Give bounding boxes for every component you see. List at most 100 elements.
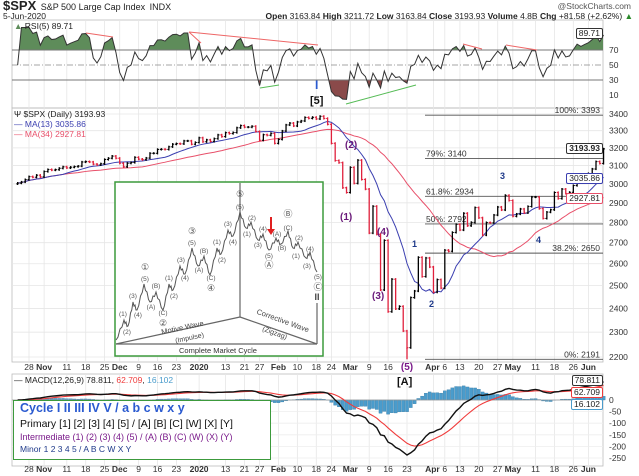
inset-wave-label: (2) <box>170 293 178 300</box>
price-bar <box>35 174 39 179</box>
price-bar <box>193 141 197 146</box>
price-bar <box>186 139 190 143</box>
price-bar <box>443 249 447 290</box>
fib-level-label: 38.2%: 2650 <box>552 243 600 253</box>
date-tick-label: 23 <box>172 464 182 474</box>
close-label: Close <box>429 11 453 21</box>
price-bar <box>159 148 163 151</box>
price-bar <box>114 154 118 160</box>
price-bar <box>431 265 435 294</box>
symbol: $SPX <box>3 0 37 13</box>
fib-level-label: 0%: 2191 <box>564 349 600 359</box>
date-tick-label: 13 <box>221 464 231 474</box>
price-bar <box>435 278 439 294</box>
fib-level-label: 100%: 3393 <box>555 105 601 115</box>
price-tick-label: 3100 <box>609 161 628 171</box>
price-bar <box>329 123 333 145</box>
date-tick-label: 13 <box>455 362 465 372</box>
macd-histogram-bar <box>276 399 281 403</box>
rsi-overbought-fill <box>17 27 603 50</box>
price-bar <box>507 194 511 202</box>
price-bar <box>99 162 103 166</box>
price-bar <box>118 157 122 165</box>
macd-label: — MACD(12,26,9) 78.811, 62.709, 16.102 <box>14 375 174 385</box>
macd-histogram-bar <box>454 386 458 401</box>
price-bar <box>239 124 243 129</box>
macd-histogram-bar <box>446 389 451 401</box>
ma13-value-box: 3035.86 <box>566 173 603 184</box>
rsi-tick-label: 10 <box>609 90 619 100</box>
price-bar <box>394 278 398 311</box>
price-bar <box>87 160 91 164</box>
date-tick-label: 16 <box>383 464 393 474</box>
price-tick-label: 3400 <box>609 109 628 119</box>
macd-histogram-bar <box>386 399 390 415</box>
date-tick-label: Jun <box>581 362 596 372</box>
price-bar <box>537 195 541 210</box>
date-tick-label: (5) <box>401 362 413 373</box>
price-bar <box>258 130 262 142</box>
wave-minor-3: 3 <box>500 171 506 181</box>
price-bar <box>549 208 553 214</box>
volume-label: Volume <box>487 11 518 21</box>
macd-histogram-bar <box>461 385 466 401</box>
wave-int-1: (1) <box>340 212 353 223</box>
price-bar <box>420 256 424 278</box>
up-arrow-icon: ▲ <box>624 11 633 21</box>
price-tick-label: 3200 <box>609 143 628 153</box>
macd-histogram-bar <box>450 387 455 401</box>
price-bar <box>371 205 375 235</box>
price-bar <box>227 131 231 135</box>
low-label: Low <box>376 11 394 21</box>
legend-minor: Minor 1 2 3 4 5 / A B C W X Y <box>20 444 132 454</box>
macd-histogram-bar <box>409 399 413 408</box>
date-tick-label: 6 <box>442 362 447 372</box>
price-bar <box>91 160 95 166</box>
wave-minor-1: 1 <box>412 239 418 249</box>
chart-title: $SPX S&P 500 Large Cap Index INDX <box>3 0 171 13</box>
price-bar <box>503 194 507 212</box>
date-tick-label: 26 <box>569 362 579 372</box>
chg-label: Chg <box>539 11 557 21</box>
inset-wave-label: (3) <box>129 293 137 300</box>
inset-wave-label: ① <box>141 262 149 272</box>
date-tick-label: 10 <box>293 464 303 474</box>
price-bar <box>220 133 224 138</box>
price-bar <box>76 164 80 168</box>
price-bar <box>288 121 292 127</box>
macd-tick-label: -250 <box>609 453 626 463</box>
inset-wave-label: (3) <box>224 221 232 228</box>
macd-value-box: 78.811 <box>571 375 603 386</box>
price-bar <box>276 138 280 145</box>
price-bar <box>140 158 144 161</box>
source-link[interactable]: @StockCharts.com <box>557 1 631 11</box>
date-tick-label: 25 <box>100 464 110 474</box>
rsi-divergence-line <box>462 43 483 50</box>
macd-histogram-bar <box>465 386 470 401</box>
wave-primary-A: [A] <box>397 376 413 388</box>
price-bar <box>295 120 299 128</box>
inset-wave-label: ② <box>159 318 167 328</box>
close-value: 3193.93 <box>454 11 486 21</box>
price-bar <box>348 166 352 194</box>
date-tick-label: 9 <box>367 362 372 372</box>
price-bar <box>57 167 61 171</box>
price-bar <box>38 174 42 178</box>
inset-wave-label: (2) <box>248 215 256 222</box>
price-tick-label: 2700 <box>609 238 628 248</box>
inset-frame <box>114 181 324 357</box>
price-bar <box>254 125 258 133</box>
macd-histogram-bar <box>511 396 515 401</box>
date-tick-label: 24 <box>327 362 337 372</box>
price-bar <box>598 160 602 165</box>
price-bar <box>326 117 330 126</box>
inset-wave-label: (A) <box>147 304 156 311</box>
price-bar <box>307 116 311 120</box>
price-bar <box>19 180 23 185</box>
price-bar <box>571 184 575 194</box>
price-bar <box>518 207 522 216</box>
panel-frame <box>11 373 604 467</box>
inset-wave-label: Ⓑ <box>283 209 292 219</box>
ma13-line <box>17 120 604 295</box>
price-bar <box>413 289 417 299</box>
